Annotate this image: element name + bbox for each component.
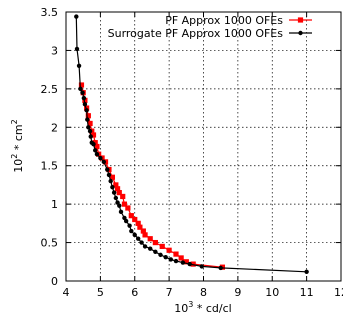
series-2-point [124,219,128,223]
series-1-point [173,252,178,257]
series-2-point [95,152,99,156]
series-2-point [89,134,93,138]
series-1-point [148,236,153,241]
series-2-point [163,255,167,259]
series-1-point [153,240,158,245]
y-tick-label: 3.5 [41,6,59,19]
series-2-point [119,210,123,214]
legend-label: PF Approx 1000 OFEs [165,14,283,27]
legend-marker [298,17,303,22]
series-2-point [112,190,116,194]
series-2-point [188,262,192,266]
legend-marker [298,31,302,35]
series-2-point [218,266,222,270]
x-tick-label: 4 [63,286,70,299]
series-2-point [75,47,79,51]
series-2-point [304,270,308,274]
series-2-point [83,102,87,106]
series-2-point [108,179,112,183]
series-2-point [153,250,157,254]
x-axis-label: 103 * cd/cl [174,300,231,315]
x-tick-label: 11 [300,286,314,299]
series-2-point [129,229,133,233]
series-2-point [200,264,204,268]
series-2-point [110,185,114,189]
x-tick-label: 6 [131,286,138,299]
y-axis-label: 102 * cm2 [10,119,25,172]
series-2-point [105,167,109,171]
y-tick-label: 2.5 [41,83,59,96]
series-2-point [114,196,118,200]
series-1-point [160,244,165,249]
series-2-point [85,117,89,121]
series-2-point [158,253,162,257]
series-2-point [136,237,140,241]
x-tick-label: 5 [97,286,104,299]
series-2-point [77,64,81,68]
series-2-point [93,148,97,152]
series-2-point [82,96,86,100]
series-2-point [117,203,121,207]
legend-label: Surrogate PF Approx 1000 OFEs [108,27,284,40]
series-1-point [120,194,125,199]
series-2-point [78,87,82,91]
y-tick-label: 0.5 [41,237,59,250]
x-tick-label: 12 [334,286,343,299]
series-1-point [125,205,130,210]
y-tick-label: 0 [51,275,58,288]
y-tick-label: 3 [51,44,58,57]
series-1-point [179,255,184,260]
x-tick-label: 7 [166,286,173,299]
series-2-point [133,233,137,237]
series-2-point [80,91,84,95]
series-2-point [74,14,78,18]
series-2-point [107,173,111,177]
series-2-point [148,247,152,251]
series-1-point [167,248,172,253]
series-2-point [98,156,102,160]
series-1-point [142,232,147,237]
series-2-point [181,260,185,264]
x-tick-label: 9 [234,286,241,299]
y-tick-label: 1.5 [41,160,59,173]
series-2-point [84,108,88,112]
series-2-point [91,142,95,146]
y-tick-label: 1 [51,198,58,211]
series-2-point [102,160,106,164]
y-tick-label: 2 [51,121,58,134]
series-2-point [86,125,90,129]
series-2-point [127,223,131,227]
series-2-point [174,259,178,263]
series-2-point [169,257,173,261]
x-tick-label: 8 [200,286,207,299]
x-tick-label: 10 [265,286,279,299]
series-2-point [143,244,147,248]
series-2-point [88,129,92,133]
series-2-point [139,240,143,244]
